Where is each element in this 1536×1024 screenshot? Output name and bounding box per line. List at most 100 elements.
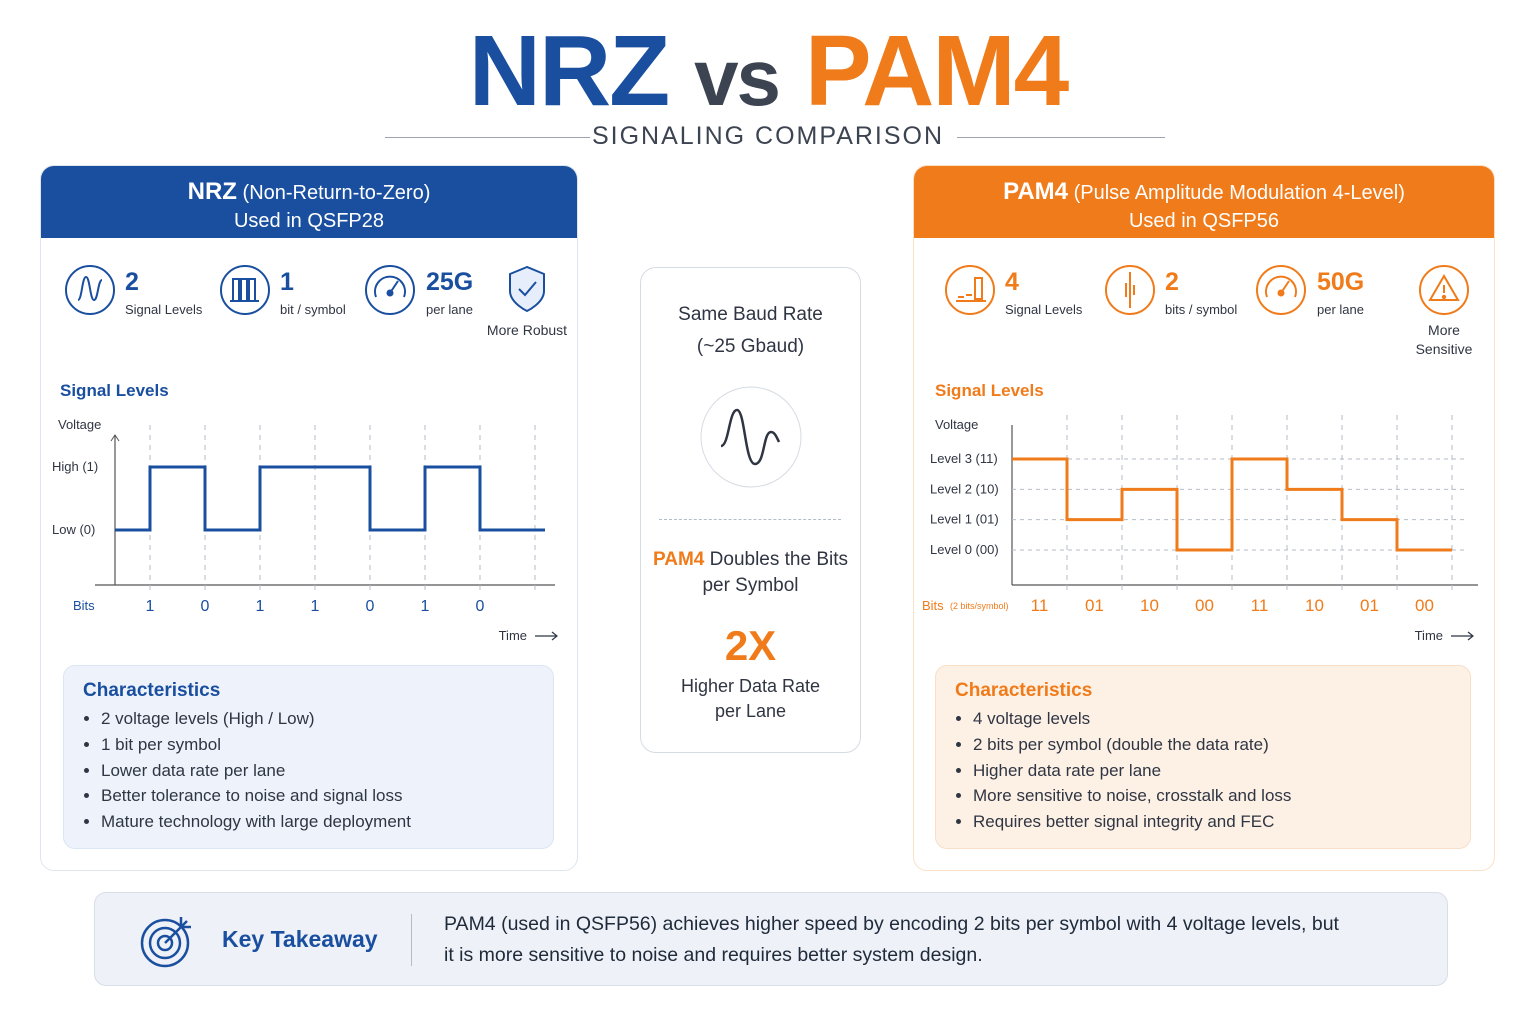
characteristic: 2 bits per symbol (double the data rate) <box>973 732 1291 758</box>
nrz-icons <box>65 265 545 315</box>
stat-label: per lane <box>1317 302 1364 317</box>
stat-value: 4 <box>1005 268 1019 296</box>
bit-label: 0 <box>201 598 210 615</box>
title: NRZ vs PAM4 <box>0 14 1536 129</box>
x-axis-label: Time <box>499 628 527 643</box>
characteristic: Higher data rate per lane <box>973 758 1291 784</box>
chart-title: Signal Levels <box>60 381 169 400</box>
bit-label: 1 <box>421 598 430 615</box>
baud-line1: Same Baud Rate <box>678 304 823 325</box>
doubles-text: Doubles the Bits per Symbol <box>702 549 849 596</box>
panel-full-name: (Non-Return-to-Zero) <box>242 182 431 204</box>
bit-label: 1 <box>146 598 155 615</box>
stat-label: Signal Levels <box>1005 302 1083 317</box>
level-label: Level 0 (00) <box>930 542 999 557</box>
panel-name: NRZ <box>187 178 237 205</box>
characteristics-list: 2 voltage levels (High / Low)1 bit per s… <box>83 706 411 835</box>
pam4-header: PAM4 (Pulse Amplitude Modulation 4-Level… <box>914 166 1494 238</box>
stat-value: 50G <box>1317 268 1365 296</box>
bit-label: 0 <box>476 598 485 615</box>
bit-label: 01 <box>1360 596 1379 615</box>
bits-note: (2 bits/symbol) <box>950 601 1009 611</box>
characteristic: 4 voltage levels <box>973 706 1291 732</box>
stat-label: More Robust <box>486 322 568 338</box>
pam4-characteristics: Characteristics 4 voltage levels2 bits p… <box>935 665 1471 849</box>
nrz-chart: Signal Levels Voltage Low (0) High (1) 1 0 1 1 0… <box>52 381 558 643</box>
divider <box>957 137 1165 138</box>
stat-label: bit / symbol <box>280 302 346 317</box>
characteristic: Lower data rate per lane <box>101 758 411 784</box>
bits-label: Bits <box>922 598 944 613</box>
waveform <box>115 465 545 532</box>
y-axis-label: Voltage <box>58 417 101 432</box>
bit-label: 1 <box>311 598 320 615</box>
bit-label: 11 <box>1251 596 1269 615</box>
stat-value: 1 <box>280 268 294 296</box>
multiplier-text: Higher Data Rate per Lane <box>680 676 821 721</box>
panel-used-in: Used in QSFP56 <box>1128 210 1280 232</box>
bit-label: 1 <box>256 598 265 615</box>
baud-line2: (~25 Gbaud) <box>696 336 805 357</box>
subtitle: SIGNALING COMPARISON <box>591 122 945 150</box>
characteristics-title: Characteristics <box>83 680 221 701</box>
stat-value: 2 <box>1165 268 1179 296</box>
characteristic: Requires better signal integrity and FEC <box>973 809 1291 835</box>
center-card: Same Baud Rate (~25 Gbaud) PAM4 Doubles t… <box>640 267 861 753</box>
characteristic: 1 bit per symbol <box>101 732 411 758</box>
level-label: Level 2 (10) <box>930 481 999 496</box>
bit-label: 01 <box>1085 596 1104 615</box>
bit-label: 10 <box>1140 596 1159 615</box>
characteristic: Better tolerance to noise and signal los… <box>101 783 411 809</box>
title-nrz: NRZ <box>468 15 671 127</box>
takeaway: Key Takeaway PAM4 (used in QSFP56) achie… <box>94 892 1448 986</box>
panel-name: PAM4 <box>1003 178 1069 205</box>
doubles-highlight: PAM4 <box>652 549 705 570</box>
stat-label: Signal Levels <box>125 302 203 317</box>
divider <box>385 137 590 138</box>
characteristic: More sensitive to noise, crosstalk and l… <box>973 783 1291 809</box>
axis-arrow <box>110 434 120 442</box>
takeaway-text: PAM4 (used in QSFP56) achieves higher sp… <box>444 913 1339 966</box>
panel-used-in: Used in QSFP28 <box>233 210 385 232</box>
pam4-chart: Signal Levels Voltage Level 0 (00) Level 1 … <box>922 381 1478 643</box>
y-axis-label: Voltage <box>935 417 978 432</box>
title-pam4: PAM4 <box>804 15 1069 127</box>
waveform <box>1012 457 1452 552</box>
time-arrow <box>535 631 558 641</box>
panel-full-name: (Pulse Amplitude Modulation 4-Level) <box>1073 182 1405 204</box>
divider <box>411 914 412 966</box>
bit-label: 00 <box>1195 596 1214 615</box>
doubles: PAM4 Doubles the Bits per Symbol <box>651 547 850 599</box>
takeaway-title: Key Takeaway <box>222 926 378 952</box>
chart-title: Signal Levels <box>935 381 1044 400</box>
nrz-header: NRZ (Non-Return-to-Zero) Used in QSFP28 <box>41 166 577 238</box>
stat-label: bits / symbol <box>1165 302 1238 317</box>
divider <box>659 519 841 520</box>
target-icon <box>140 917 191 968</box>
nrz-characteristics: Characteristics 2 voltage levels (High /… <box>63 665 554 849</box>
bits-label: Bits <box>73 598 95 613</box>
level-label: Level 3 (11) <box>930 451 998 466</box>
x-axis-label: Time <box>1415 628 1443 643</box>
stat-value: 2 <box>125 268 139 296</box>
characteristics-list: 4 voltage levels2 bits per symbol (doubl… <box>955 706 1291 835</box>
pam4-icons <box>945 265 1469 315</box>
multiplier: 2X <box>724 622 777 669</box>
stat-label: per lane <box>426 302 473 317</box>
characteristics-title: Characteristics <box>955 680 1093 701</box>
time-arrow <box>1451 631 1474 641</box>
level-label: High (1) <box>52 459 98 474</box>
baud-rate: Same Baud Rate (~25 Gbaud) <box>641 299 860 363</box>
level-label: Level 1 (01) <box>930 512 999 527</box>
bit-label: 10 <box>1305 596 1324 615</box>
wave-icon <box>700 386 802 488</box>
bit-label: 00 <box>1415 596 1434 615</box>
stat-label: More Sensitive <box>1415 322 1473 357</box>
title-vs: vs <box>694 33 781 122</box>
bit-label: 0 <box>366 598 375 615</box>
stat-value: 25G <box>426 268 474 296</box>
characteristic: Mature technology with large deployment <box>101 809 411 835</box>
bit-label: 11 <box>1031 596 1049 615</box>
